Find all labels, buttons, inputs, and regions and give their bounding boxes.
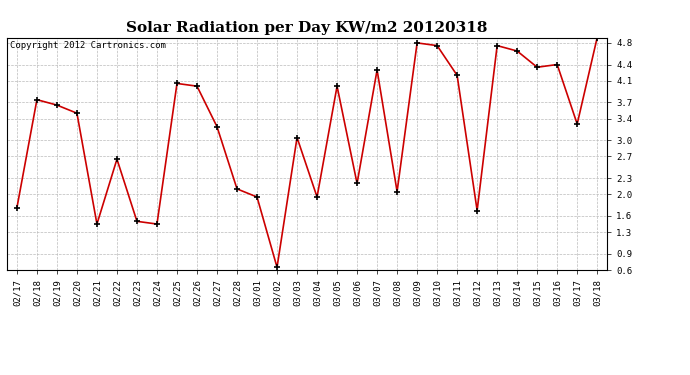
Text: Copyright 2012 Cartronics.com: Copyright 2012 Cartronics.com (10, 41, 166, 50)
Title: Solar Radiation per Day KW/m2 20120318: Solar Radiation per Day KW/m2 20120318 (126, 21, 488, 35)
